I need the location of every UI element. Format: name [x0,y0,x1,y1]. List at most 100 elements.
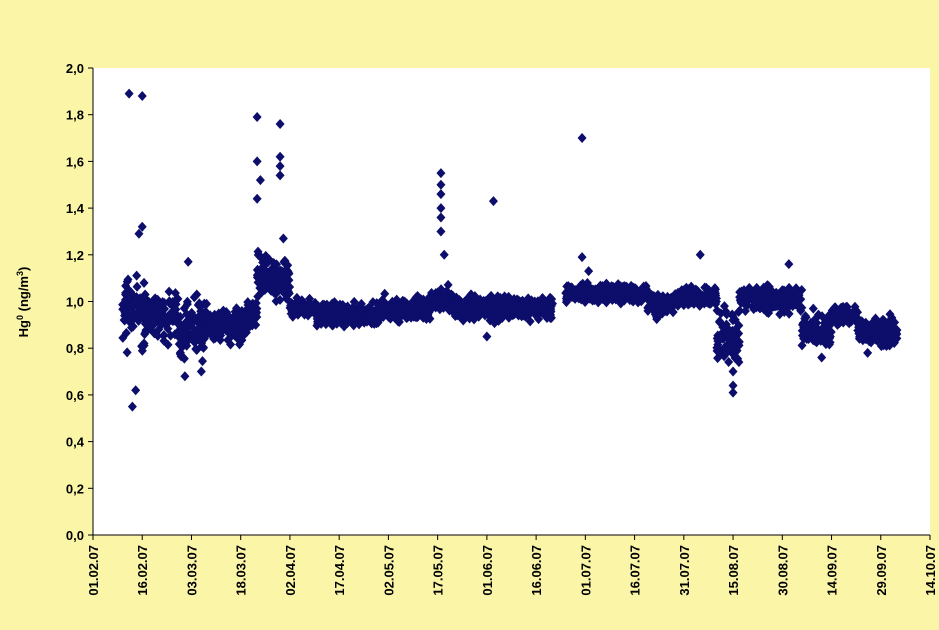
data-point [820,320,830,331]
data-point [545,304,555,315]
data-point [217,319,227,330]
data-point [784,308,794,319]
data-point [343,307,353,318]
outlier-point [436,226,446,237]
outlier-point [275,170,285,181]
outlier-point [131,385,141,396]
data-point [832,307,842,318]
data-point [801,322,811,333]
data-point [576,294,586,305]
data-point [349,296,359,307]
data-point [182,299,192,310]
data-point [223,310,233,321]
data-point [810,328,820,339]
data-point [841,303,851,314]
data-point [226,339,236,350]
data-point [280,258,290,269]
data-point [259,284,269,295]
x-tick-label: 01.02.07 [86,545,101,596]
data-point [729,329,739,340]
data-point [159,335,169,346]
data-point [170,288,180,299]
data-point [679,293,689,304]
data-point [411,292,421,303]
data-point [145,323,155,334]
data-point [797,302,807,313]
data-point [465,309,475,320]
outlier-point [137,221,147,232]
data-point [362,316,372,327]
data-point [152,309,162,320]
data-point [317,312,327,323]
outlier-point [436,212,446,223]
data-point [643,302,653,313]
outlier-point [252,156,262,167]
data-point [132,281,142,292]
x-tick-label: 16.06.07 [529,545,544,596]
data-point [728,311,738,322]
data-point [777,303,787,314]
data-point [712,342,722,353]
data-point [353,311,363,322]
outlier-point [275,119,285,130]
outlier-point [695,249,705,260]
data-point [120,294,130,305]
data-point [833,315,843,326]
data-point [533,306,543,317]
data-point [193,299,203,310]
data-point [739,285,749,296]
y-tick-label: 1,0 [66,295,84,310]
x-tick-label: 17.04.07 [332,545,347,596]
outlier-point [275,161,285,172]
x-tick-label: 03.03.07 [184,545,199,596]
data-point [271,268,281,279]
data-point [209,333,219,344]
data-point [202,298,212,309]
data-point [808,303,818,314]
outlier-point [863,347,873,358]
outlier-point [784,259,794,270]
outlier-point [180,371,190,382]
data-point [792,295,802,306]
x-tick-label: 14.10.07 [923,545,938,596]
data-point [142,307,152,318]
data-point [234,323,244,334]
outlier-point [488,196,498,207]
data-point [890,317,900,328]
data-point [466,298,476,309]
data-point [209,325,219,336]
data-point [473,307,483,318]
data-point [432,300,442,311]
data-point [249,303,259,314]
data-point [849,309,859,320]
outlier-point [252,112,262,123]
data-point [455,308,465,319]
data-point [892,325,902,336]
outlier-point [436,189,446,200]
data-point [480,310,490,321]
data-point [772,297,782,308]
outlier-point [728,387,738,398]
outlier-point [577,133,587,144]
y-tick-label: 1,2 [66,248,84,263]
data-point [657,308,667,319]
outlier-point [255,175,265,186]
data-point [759,297,769,308]
data-point [538,295,548,306]
data-point [316,318,326,329]
data-point [877,316,887,327]
data-point [724,357,734,368]
data-point [165,298,175,309]
data-point [275,294,285,305]
data-point [719,301,729,312]
data-point [672,289,682,300]
x-tick-label: 29.09.07 [874,545,889,596]
data-point [192,289,202,300]
data-point [178,322,188,333]
data-point [239,327,249,338]
data-point [121,289,131,300]
outlier-point [252,193,262,204]
x-tick-label: 18.03.07 [234,545,249,596]
y-tick-label: 0,4 [66,435,85,450]
data-point [236,335,246,346]
